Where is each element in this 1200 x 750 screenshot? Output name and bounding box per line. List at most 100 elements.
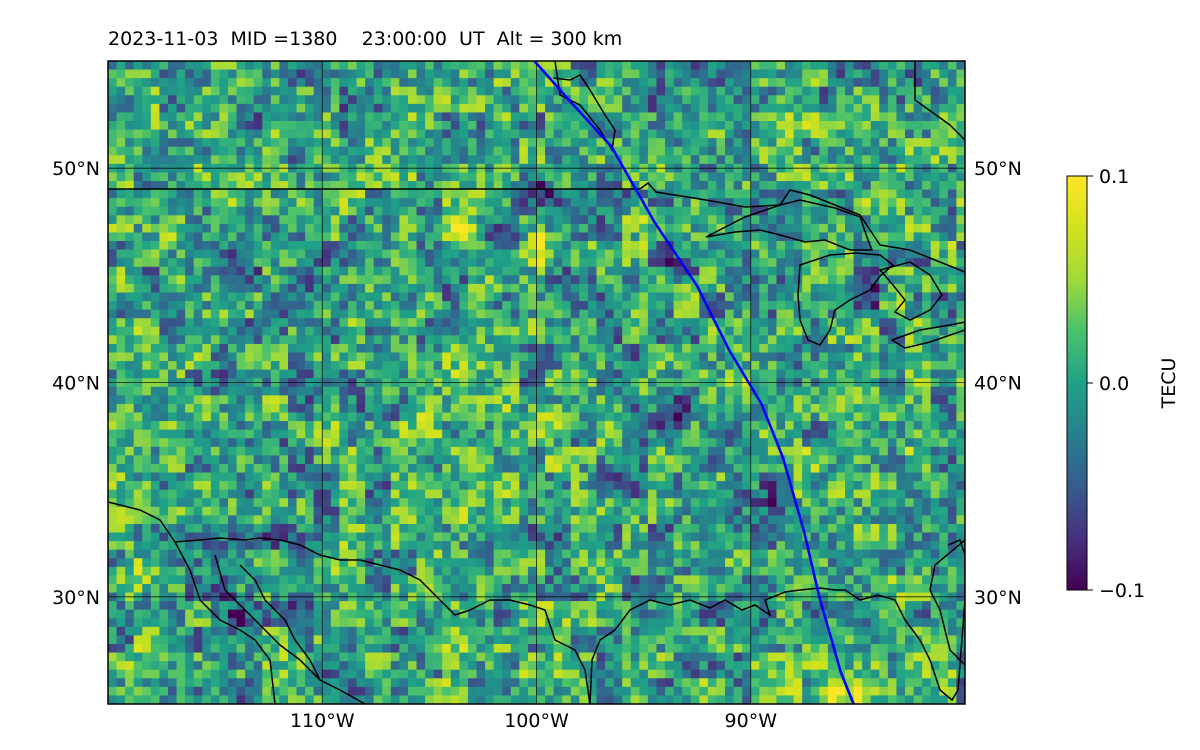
heatmap-cell <box>442 335 452 345</box>
heatmap-cell <box>330 121 340 131</box>
heatmap-cell <box>245 429 255 439</box>
heatmap-cell <box>922 78 932 88</box>
heatmap-cell <box>819 198 829 208</box>
heatmap-cell <box>699 112 709 122</box>
heatmap-cell <box>819 223 829 234</box>
heatmap-cell <box>647 326 658 336</box>
heatmap-cell <box>536 86 546 96</box>
heatmap-cell <box>827 292 838 302</box>
plot-title: 2023-11-03 MID =1380 23:00:00 UT Alt = 3… <box>108 28 622 50</box>
heatmap-cell <box>467 438 478 448</box>
heatmap-cell <box>810 69 820 79</box>
heatmap-cell <box>476 103 486 114</box>
heatmap-cell <box>270 61 280 71</box>
heatmap-cell <box>476 335 486 345</box>
heatmap-cell <box>510 283 520 294</box>
heatmap-cell <box>656 395 666 405</box>
heatmap-cell <box>930 463 940 474</box>
heatmap-cell <box>125 335 135 345</box>
heatmap-cell <box>159 403 169 414</box>
heatmap-cell <box>210 146 221 156</box>
heatmap-cell <box>382 463 392 474</box>
heatmap-cell <box>827 481 838 491</box>
heatmap-cell <box>433 95 443 105</box>
heatmap-cell <box>622 481 632 491</box>
heatmap-cell <box>347 326 358 336</box>
heatmap-cell <box>905 301 915 311</box>
heatmap-cell <box>716 181 726 191</box>
heatmap-cell <box>725 472 735 482</box>
heatmap-cell <box>227 138 238 148</box>
heatmap-cell <box>270 198 280 208</box>
heatmap-cell <box>682 395 692 405</box>
heatmap-cell <box>193 463 203 474</box>
heatmap-cell <box>347 412 358 422</box>
heatmap-cell <box>819 241 829 251</box>
heatmap-cell <box>587 181 598 191</box>
heatmap-cell <box>776 215 786 225</box>
heatmap-cell <box>116 206 126 216</box>
heatmap-cell <box>836 103 846 114</box>
heatmap-cell <box>459 121 469 131</box>
heatmap-cell <box>545 292 555 302</box>
heatmap-cell <box>262 189 272 199</box>
heatmap-cell <box>339 352 349 362</box>
heatmap-cell <box>339 172 349 182</box>
heatmap-cell <box>245 275 255 285</box>
heatmap-cell <box>605 301 615 311</box>
heatmap-cell <box>956 429 965 439</box>
heatmap-cell <box>682 446 692 456</box>
heatmap-cell <box>656 438 666 448</box>
heatmap-cell <box>245 343 255 354</box>
heatmap-cell <box>862 438 872 448</box>
heatmap-cell <box>827 438 838 448</box>
heatmap-cell <box>767 421 778 431</box>
heatmap-cell <box>733 61 743 71</box>
heatmap-cell <box>613 241 623 251</box>
heatmap-cell <box>613 232 623 242</box>
heatmap-cell <box>879 275 889 285</box>
heatmap-cell <box>390 472 400 482</box>
heatmap-cell <box>562 309 572 319</box>
heatmap-cell <box>613 438 623 448</box>
heatmap-cell <box>767 215 778 225</box>
heatmap-cell <box>613 69 623 79</box>
heatmap-cell <box>707 343 718 354</box>
heatmap-cell <box>356 146 366 156</box>
heatmap-cell <box>116 172 126 182</box>
heatmap-cell <box>553 283 563 294</box>
heatmap-cell <box>185 112 195 122</box>
heatmap-cell <box>665 335 675 345</box>
heatmap-cell <box>133 386 143 396</box>
heatmap-cell <box>159 309 169 319</box>
heatmap-cell <box>682 455 692 465</box>
heatmap-cell <box>930 395 940 405</box>
heatmap-cell <box>570 343 580 354</box>
heatmap-cell <box>467 241 478 251</box>
heatmap-cell <box>879 206 889 216</box>
heatmap-cell <box>253 335 263 345</box>
heatmap-cell <box>176 86 186 96</box>
heatmap-cell <box>853 421 863 431</box>
heatmap-cell <box>185 206 195 216</box>
heatmap-cell <box>896 61 906 71</box>
heatmap-cell <box>630 129 640 139</box>
heatmap-cell <box>313 78 323 88</box>
heatmap-cell <box>913 429 923 439</box>
heatmap-cell <box>245 309 255 319</box>
heatmap-cell <box>716 266 726 276</box>
heatmap-cell <box>425 318 435 328</box>
heatmap-cell <box>459 283 469 294</box>
heatmap-cell <box>810 129 820 139</box>
heatmap-cell <box>227 343 238 354</box>
heatmap-cell <box>296 138 306 148</box>
heatmap-cell <box>425 103 435 114</box>
heatmap-cell <box>347 343 358 354</box>
heatmap-cell <box>365 386 375 396</box>
heatmap-cell <box>665 146 675 156</box>
heatmap-cell <box>193 283 203 294</box>
heatmap-cell <box>785 241 795 251</box>
heatmap-cell <box>596 155 606 165</box>
heatmap-cell <box>253 446 263 456</box>
heatmap-cell <box>262 198 272 208</box>
